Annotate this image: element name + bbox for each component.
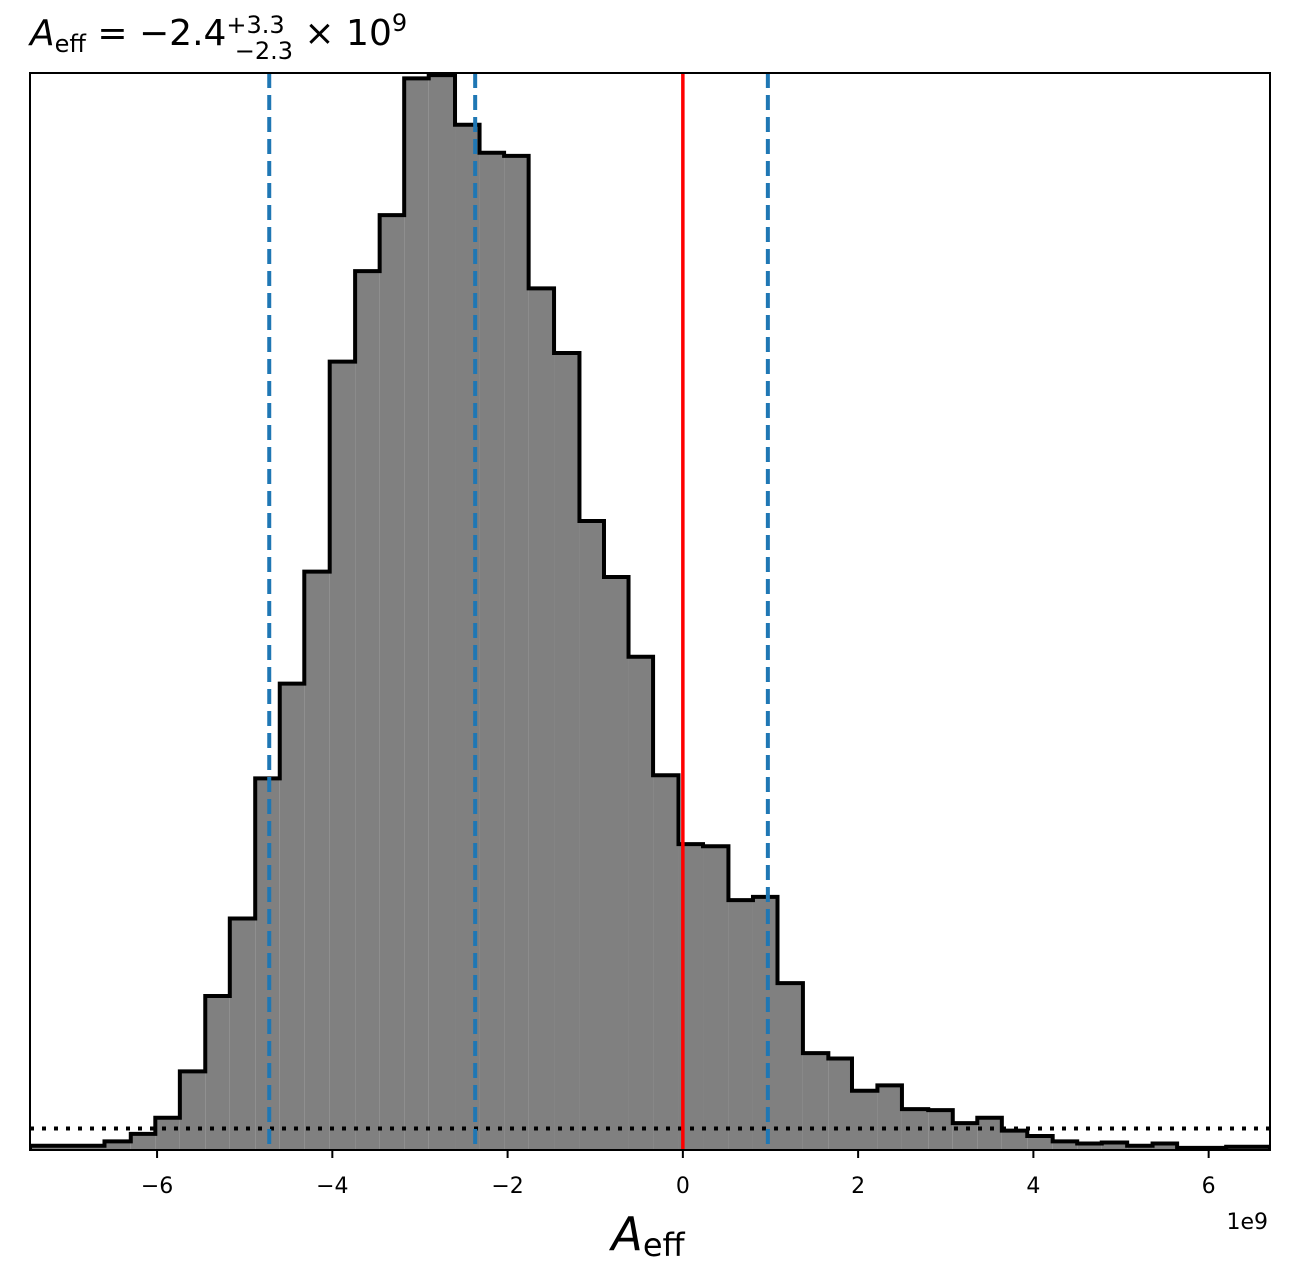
histogram-bar [579,521,604,1150]
histogram-bars [30,73,1270,1150]
histogram-bar [130,1133,156,1150]
histogram-bar [1027,1135,1053,1150]
plot-frame [29,72,1271,1151]
histogram-bar [777,983,803,1150]
histogram-bar [554,353,580,1150]
histogram-bar [379,215,405,1150]
x-tick-label: 0 [676,1174,690,1199]
histogram-bar [355,271,380,1150]
histogram-bar [1101,1142,1128,1150]
x-tick-label: −6 [141,1174,173,1199]
x-axis-label: Aeff [608,1207,685,1264]
histogram-bar [877,1085,902,1150]
histogram-bar [1052,1141,1078,1150]
histogram-bar [703,846,729,1150]
chart-title: Aeff = −2.4+3.3 −2.3 × 109 [28,9,407,65]
x-tick-label: −2 [491,1174,523,1199]
histogram-bar [155,1117,180,1150]
histogram-bar [977,1117,1002,1150]
histogram-bar [1127,1145,1153,1150]
histogram-bar [728,900,753,1150]
title-symbol: A [28,13,55,54]
title-value: = −2.4 [86,13,226,54]
histogram-bar [304,571,330,1150]
histogram-bar [1152,1143,1178,1150]
histogram-bar [229,918,256,1150]
histogram-bar [104,1141,131,1150]
x-axis-label-symbol: A [608,1207,642,1261]
histogram-bar [428,75,456,1150]
histogram-bar [329,361,356,1150]
histogram-bar [653,775,679,1150]
x-tick-label: 4 [1026,1174,1040,1199]
histogram-bar [828,1058,852,1150]
histogram-bar [279,683,305,1150]
x-tick-label: −4 [316,1174,348,1199]
title-multiplier: × 10 [293,13,392,54]
histogram-outline [30,73,1270,1150]
reference-lines [30,73,1270,1150]
histogram-bar [628,656,654,1150]
x-axis-offset-text: 1e9 [1226,1210,1268,1235]
title-upper-error: +3.3 [226,11,284,39]
title-symbol-subscript: eff [55,30,87,58]
histogram-bar [1077,1143,1102,1150]
histogram-bar [603,577,629,1150]
x-axis-label-subscript: eff [643,1226,686,1264]
title-exponent: 9 [392,9,407,37]
x-tick-label: 2 [851,1174,865,1199]
histogram-bar [205,995,230,1150]
title-lower-error: −2.3 [235,37,293,65]
histogram-bar [528,288,555,1150]
histogram-bar [404,78,429,1150]
histogram-bar [30,1145,105,1150]
x-axis-ticks: −6 −4 −2 0 2 4 6 [141,1150,1216,1199]
histogram-bar [901,1109,929,1150]
histogram-bar [752,896,778,1150]
histogram-bar [1001,1130,1028,1150]
x-tick-label: 6 [1202,1174,1216,1199]
histogram-bar [504,155,529,1150]
histogram-bar [851,1090,878,1150]
histogram-bar [802,1053,829,1150]
histogram-bar [479,152,505,1150]
histogram-bar [179,1071,206,1150]
